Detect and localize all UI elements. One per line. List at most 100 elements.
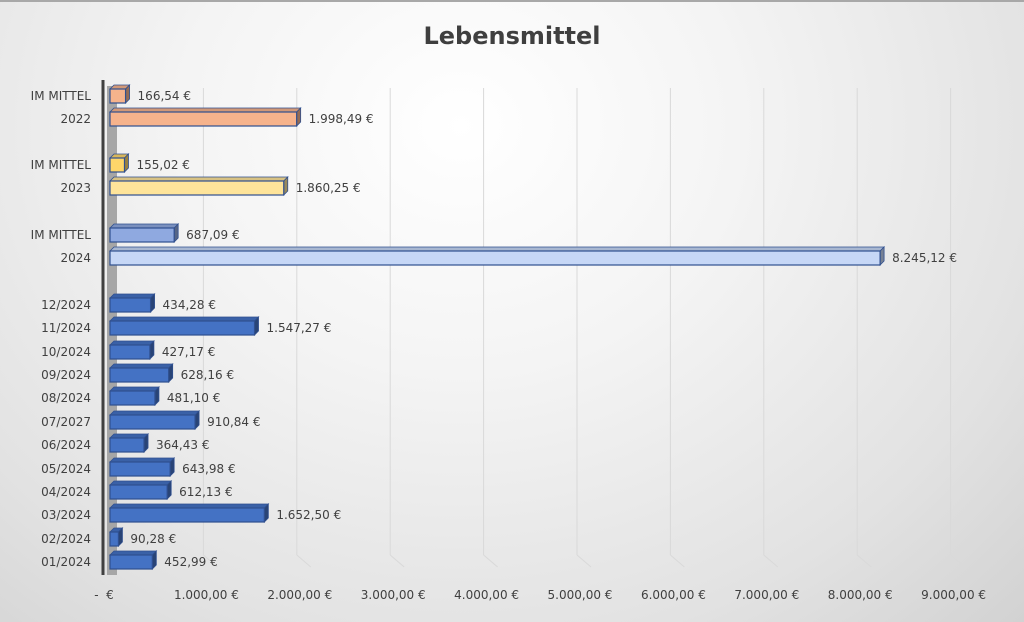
bar	[109, 293, 156, 313]
bar	[109, 480, 173, 500]
category-label: 2024	[60, 251, 91, 265]
bar	[109, 410, 201, 430]
bar	[109, 527, 124, 547]
x-tick-label: 3.000,00 €	[361, 588, 426, 602]
category-label: IM MITTEL	[31, 228, 92, 242]
bar-front-face	[109, 531, 120, 547]
bar-top-face	[109, 457, 176, 463]
bar-front-face	[109, 390, 156, 406]
data-label: 452,99 €	[164, 555, 217, 569]
bar	[109, 223, 180, 243]
gridline-floor	[856, 554, 872, 568]
category-label: 06/2024	[41, 438, 91, 452]
data-label: 643,98 €	[182, 462, 235, 476]
data-label: 1.998,49 €	[309, 112, 374, 126]
x-tick-label: 9.000,00 €	[921, 588, 986, 602]
bar-top-face	[109, 433, 150, 439]
bar-front-face	[109, 297, 152, 313]
data-label: 1.652,50 €	[276, 508, 341, 522]
bar-front-face	[109, 437, 145, 453]
bar-front-face	[109, 507, 265, 523]
bar	[109, 316, 260, 336]
bar-front-face	[109, 414, 196, 430]
category-label: 12/2024	[41, 298, 91, 312]
bar	[109, 107, 302, 127]
data-label: 155,02 €	[136, 158, 189, 172]
data-label: 90,28 €	[130, 532, 176, 546]
chart-title: Lebensmittel	[423, 22, 600, 50]
data-label: 364,43 €	[156, 438, 209, 452]
category-label: 04/2024	[41, 485, 91, 499]
bar	[109, 153, 130, 173]
x-tick-labels: - € 1.000,00 € 2.000,00 € 3.000,00 € 4.000,0…	[94, 588, 986, 602]
bar	[109, 503, 270, 523]
bar-front-face	[109, 320, 256, 336]
bar-top-face	[109, 363, 174, 369]
gridline-floor	[296, 554, 312, 568]
x-tick-label: 5.000,00 €	[548, 588, 613, 602]
bar-front-face	[109, 180, 285, 196]
bar	[109, 340, 155, 360]
bar	[109, 433, 150, 453]
category-label: 08/2024	[41, 391, 91, 405]
bar-front-face	[109, 461, 171, 477]
data-label: 1.547,27 €	[267, 321, 332, 335]
bar-front-face	[109, 111, 298, 127]
gridline-floor	[483, 554, 498, 568]
bar-front-face	[109, 88, 127, 104]
x-tick-label: 6.000,00 €	[641, 588, 706, 602]
category-label: 09/2024	[41, 368, 91, 382]
bar	[109, 84, 131, 104]
gridline-floor	[950, 554, 965, 568]
bar	[109, 457, 176, 477]
x-tick-label: - €	[94, 588, 114, 602]
category-label: IM MITTEL	[31, 158, 92, 172]
category-label: 05/2024	[41, 462, 91, 476]
bar-front-face	[109, 484, 168, 500]
bar	[109, 363, 174, 383]
bar-top-face	[109, 340, 155, 346]
x-tick-label: 1.000,00 €	[174, 588, 239, 602]
category-label: IM MITTEL	[31, 89, 92, 103]
data-label: 8.245,12 €	[892, 251, 957, 265]
bar-top-face	[109, 480, 173, 486]
data-label: 1.860,25 €	[296, 181, 361, 195]
data-label: 427,17 €	[162, 345, 215, 359]
category-label: 10/2024	[41, 345, 91, 359]
bar-front-face	[109, 344, 151, 360]
bar-top-face	[109, 176, 289, 182]
bar-top-face	[109, 293, 156, 299]
bar-front-face	[109, 227, 175, 243]
x-tick-label: 8.000,00 €	[828, 588, 893, 602]
gridline-floor	[763, 554, 779, 568]
category-label: 03/2024	[41, 508, 91, 522]
gridline-floor	[576, 554, 592, 568]
data-label: 612,13 €	[179, 485, 232, 499]
bar-top-face	[109, 246, 886, 252]
bar-front-face	[109, 157, 126, 173]
gridlines	[202, 88, 965, 568]
category-label: 2023	[60, 181, 91, 195]
gridline-floor	[389, 554, 405, 568]
data-label: 687,09 €	[186, 228, 239, 242]
category-label: 01/2024	[41, 555, 91, 569]
category-label: 2022	[60, 112, 91, 126]
gridline-floor	[670, 554, 685, 568]
bar-front-face	[109, 554, 153, 570]
data-label: 481,10 €	[167, 391, 220, 405]
category-label: 11/2024	[41, 321, 91, 335]
data-label: 434,28 €	[163, 298, 216, 312]
bar-front-face	[109, 367, 170, 383]
data-label: 628,16 €	[181, 368, 234, 382]
bar-top-face	[109, 503, 270, 509]
data-label: 910,84 €	[207, 415, 260, 429]
category-labels: IM MITTEL 2022 IM MITTEL 2023 IM MITTEL 2024 1…	[31, 89, 92, 569]
bar-front-face	[109, 250, 881, 266]
category-label: 07/2027	[41, 415, 91, 429]
bar	[109, 386, 160, 406]
bar-top-face	[109, 316, 260, 322]
data-labels: 166,54 € 1.998,49 € 155,02 € 1.860,25 € 687,…	[130, 89, 957, 569]
x-tick-label: 2.000,00 €	[267, 588, 332, 602]
